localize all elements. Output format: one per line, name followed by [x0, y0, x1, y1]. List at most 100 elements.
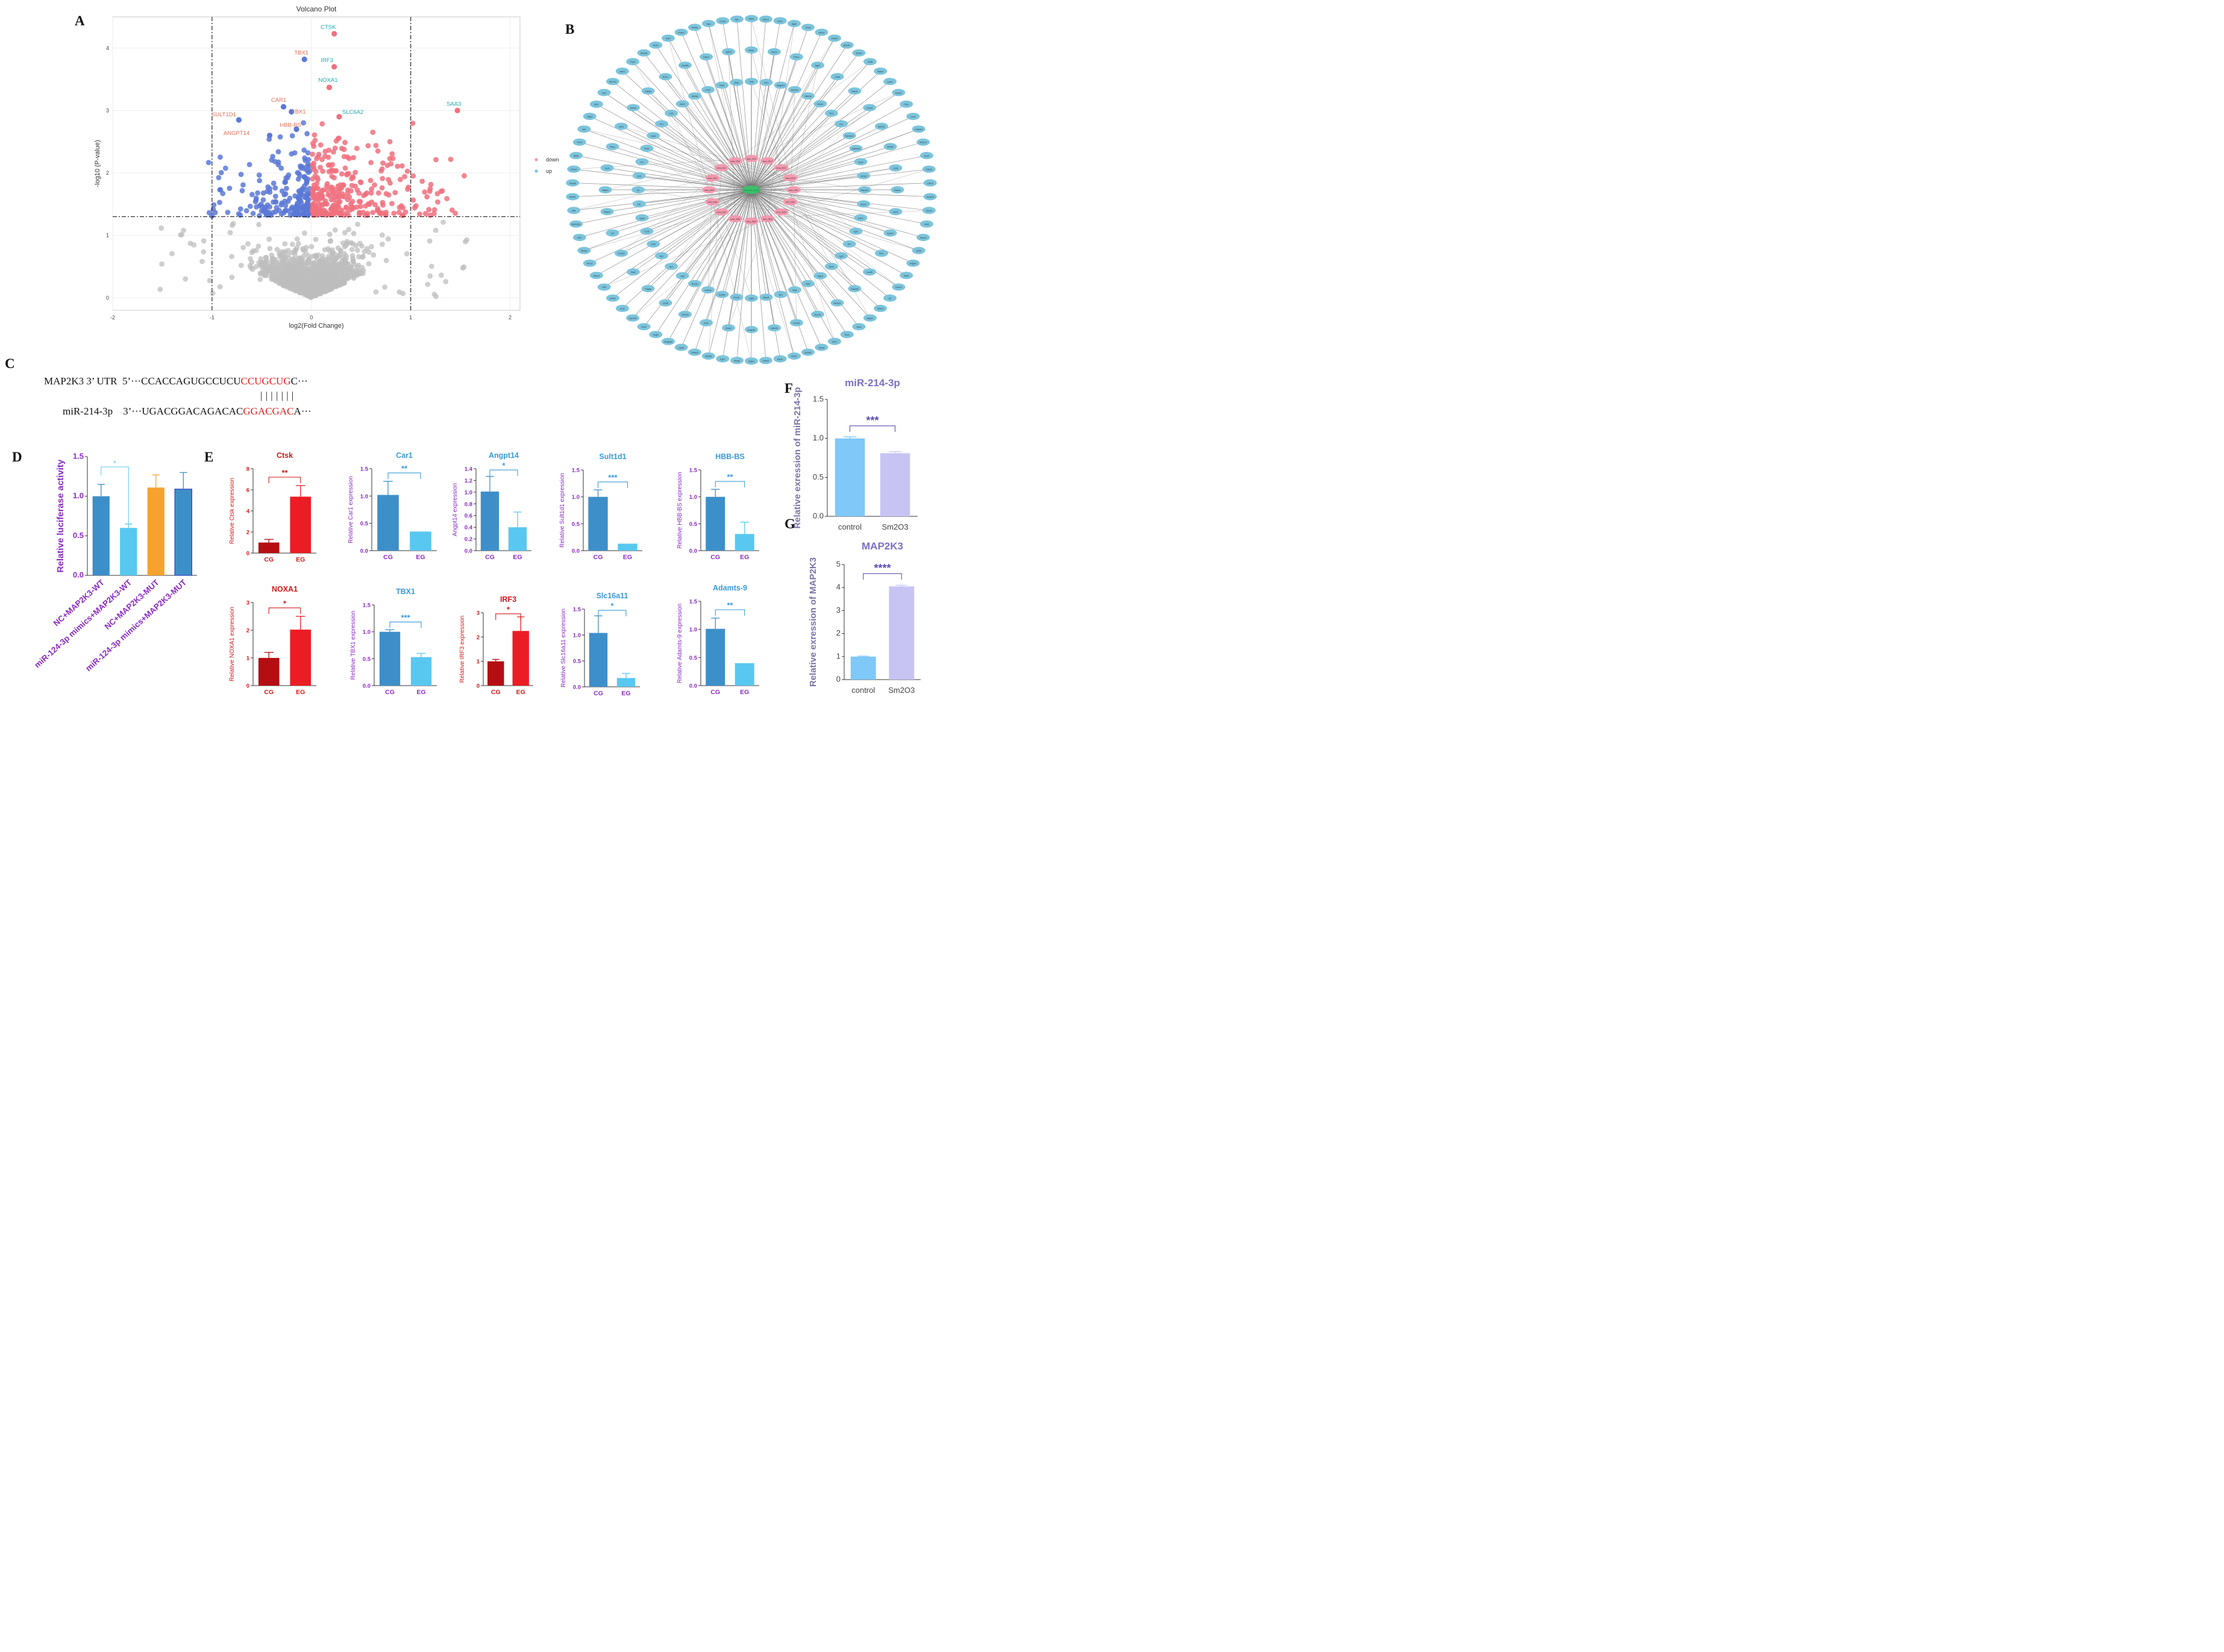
- volcano-point-down: [217, 187, 223, 193]
- volcano-point-up: [386, 192, 392, 198]
- network-node-label: Ptgs2: [818, 275, 823, 277]
- volcano-point-up: [399, 163, 405, 169]
- volcano-point-up: [448, 157, 454, 162]
- volcano-point-down: [295, 170, 301, 175]
- y-tick-label: 0.5: [73, 531, 84, 540]
- network-node-label: Rock1: [733, 296, 739, 299]
- network-node-up: [923, 179, 937, 187]
- volcano-gene-label: SLC6A2: [342, 109, 363, 116]
- network-edge: [751, 189, 871, 318]
- network-node-label: Bcl2l1: [860, 203, 866, 205]
- y-tick-label: 1.0: [73, 491, 84, 500]
- network-node-label: Gpr12: [763, 19, 769, 21]
- volcano-point-down: [282, 208, 288, 214]
- volcano-point-up: [388, 161, 394, 167]
- network-edge: [751, 61, 871, 190]
- network-node-up: [606, 229, 619, 237]
- network-node-label: Acvr2: [924, 155, 929, 157]
- volcano-point-up: [354, 145, 360, 151]
- network-node-label: Hdac4: [604, 211, 610, 213]
- legend-swatch-up: [534, 169, 538, 173]
- volcano-point-up: [325, 154, 331, 160]
- y-tick-label: 0.0: [813, 512, 824, 521]
- bar-chart-e-car1: 0.0 0.5 1.0 1.5 CG EG ** Car1 Relative Car1 expr…: [348, 451, 437, 561]
- y-tick-label: 1.5: [572, 468, 580, 474]
- y-tick-label: 0.4: [465, 525, 473, 531]
- network-node-up: [598, 186, 612, 193]
- volcano-point-up: [358, 204, 364, 210]
- network-node-label: mmu_0001: [789, 189, 798, 192]
- network-edge: [751, 148, 856, 190]
- significance-bracket: [597, 481, 628, 488]
- network-node-label: Nr2c2: [587, 263, 593, 265]
- bar-cg: [588, 496, 608, 551]
- network-node-label: Ireb2: [924, 224, 929, 226]
- network-node-label: Cxcl12: [895, 286, 902, 289]
- volcano-point-up: [433, 157, 439, 163]
- volcano-point-ns: [317, 274, 323, 280]
- network-node-up: [854, 158, 868, 166]
- volcano-point-ns: [245, 241, 251, 247]
- volcano-point-down: [279, 188, 285, 194]
- network-node-label: Cxcl12: [618, 252, 625, 255]
- network-edge: [751, 135, 850, 190]
- y-tick-label: 0.0: [363, 683, 371, 690]
- significance-stars: **: [727, 601, 733, 610]
- y-tick-label: 0.2: [465, 536, 472, 543]
- significance-bracket: [715, 481, 745, 488]
- y-tick-label: 1.0: [360, 493, 368, 500]
- network-node-label: Itga2: [815, 64, 820, 67]
- network-node-up: [678, 61, 692, 69]
- volcano-point-ns: [309, 243, 315, 249]
- network-node-up: [863, 58, 877, 66]
- network-node-up: [759, 78, 773, 86]
- network-edge: [668, 38, 710, 190]
- x-category-label: CG: [385, 689, 395, 696]
- network-node-label: Lifr: [611, 232, 615, 234]
- network-node-label: Mecp2: [593, 275, 600, 277]
- volcano-point-up: [310, 186, 316, 191]
- volcano-point-down: [218, 154, 223, 160]
- network-node-label: Socs3: [725, 327, 731, 330]
- network-node-up: [678, 310, 692, 318]
- network-edge: [790, 201, 835, 342]
- network-node-label: Kdm5: [777, 358, 783, 360]
- network-edge: [751, 104, 821, 190]
- volcano-point-up: [342, 194, 348, 200]
- volcano-point-down: [257, 178, 263, 184]
- y-tick-label: 1.5: [363, 602, 371, 609]
- network-node-up: [569, 220, 583, 228]
- x-category-label: CG: [594, 554, 603, 561]
- volcano-highlight-point: [336, 114, 342, 120]
- volcano-point-down: [301, 204, 307, 210]
- volcano-point-up: [378, 168, 384, 174]
- volcano-x-tick: 0: [310, 314, 313, 321]
- network-node-up: [874, 67, 888, 75]
- volcano-point-up: [331, 196, 337, 202]
- network-edge: [736, 82, 752, 190]
- network-node-up: [566, 179, 580, 187]
- network-node-down: [760, 157, 775, 164]
- network-edge: [684, 189, 752, 314]
- bar-sm2o3: [880, 453, 910, 516]
- network-edge: [621, 126, 791, 178]
- network-node-label: Eif4a2: [630, 107, 636, 109]
- network-node-up: [840, 41, 854, 49]
- x-category-label: EG: [416, 689, 425, 696]
- x-category-label: CG: [491, 689, 501, 696]
- bar-chart-e-sult1d1: 0.0 0.5 1.0 1.5 CG EG *** Sult1d1 Relative Sult1…: [559, 452, 642, 561]
- panel-label-f: F: [785, 381, 793, 396]
- network-node-up: [606, 294, 619, 302]
- y-tick-label: 2: [246, 530, 249, 536]
- network-edge: [751, 92, 899, 159]
- volcano-point-ns: [314, 281, 320, 287]
- network-edge: [751, 77, 838, 190]
- volcano-point-ns: [349, 240, 356, 246]
- volcano-x-tick: 2: [509, 314, 512, 321]
- network-node-label: Wnt5a: [692, 27, 698, 29]
- network-node-up: [863, 314, 877, 322]
- network-node-label: Nedd4l: [641, 52, 648, 55]
- volcano-point-down: [302, 174, 307, 180]
- volcano-point-down: [289, 133, 295, 139]
- network-node-label: Pten: [904, 104, 908, 106]
